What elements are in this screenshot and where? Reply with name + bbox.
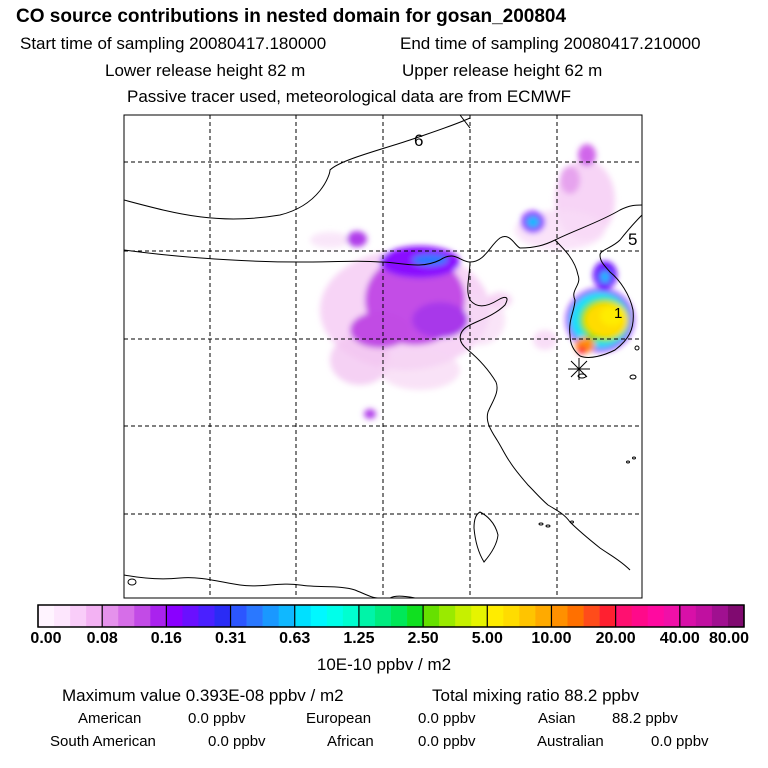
colorbar-swatch xyxy=(487,605,504,627)
source-asian-label: Asian xyxy=(538,710,576,727)
lat-lon-grid xyxy=(124,115,642,598)
source-american-value: 0.0 ppbv xyxy=(188,710,246,727)
source-australian-label: Australian xyxy=(537,733,604,750)
colorbar-frame xyxy=(37,604,745,628)
colorbar-swatch xyxy=(86,605,103,627)
colorbar-swatch xyxy=(695,605,713,627)
colorbar-tick-label: 40.00 xyxy=(659,630,700,647)
colorbar-swatch xyxy=(358,605,376,627)
total-mixing-ratio: Total mixing ratio 88.2 ppbv xyxy=(432,686,639,705)
colorbar-swatch xyxy=(407,605,424,627)
source-american-label: American xyxy=(78,710,142,727)
colorbar-swatch xyxy=(150,605,167,627)
colorbar-unit: 10E-10 ppbv / m2 xyxy=(316,655,452,674)
colorbar-swatch xyxy=(118,605,135,627)
colorbar-swatch xyxy=(102,605,119,627)
colorbar-swatch xyxy=(342,605,360,627)
colorbar-swatch xyxy=(246,605,263,627)
contour-label-1: 1 xyxy=(614,305,622,322)
source-african-label: African xyxy=(327,733,374,750)
colorbar-tick-label: 1.25 xyxy=(343,630,375,647)
sampling-end: End time of sampling 20080417.210000 xyxy=(400,34,701,53)
source-european-value: 0.0 ppbv xyxy=(418,710,476,727)
colorbar-swatch xyxy=(567,605,584,627)
source-european-label: European xyxy=(306,710,372,727)
source-african-value: 0.0 ppbv xyxy=(418,733,476,750)
colorbar-swatch xyxy=(471,605,488,627)
colorbar-swatch xyxy=(583,605,600,627)
colorbar-swatch xyxy=(519,605,536,627)
receptor-asterisk-icon xyxy=(568,358,590,380)
colorbar-tick-label: 2.50 xyxy=(407,630,439,647)
colorbar-tick-label: 5.00 xyxy=(471,630,503,647)
map-frame xyxy=(123,114,643,599)
colorbar-swatch xyxy=(70,605,87,627)
colorbar-tick-label: 0.00 xyxy=(30,630,62,647)
colorbar-swatch xyxy=(54,605,71,627)
colorbar-tick-label: 10.00 xyxy=(531,630,572,647)
source-asian-value: 88.2 ppbv xyxy=(612,710,678,727)
source-australian-value: 0.0 ppbv xyxy=(651,733,709,750)
contour-label-5: 5 xyxy=(628,230,637,249)
colorbar-swatch xyxy=(374,605,392,627)
max-value: Maximum value 0.393E-08 ppbv / m2 xyxy=(62,686,344,705)
colorbar-swatch xyxy=(391,605,408,627)
colorbar-swatch xyxy=(503,605,520,627)
colorbar-tick-label: 0.63 xyxy=(279,630,311,647)
colorbar-swatch xyxy=(647,605,665,627)
colorbar-swatch xyxy=(663,605,681,627)
colorbar-swatch xyxy=(631,605,649,627)
colorbar-swatch xyxy=(310,605,328,627)
colorbar-swatch xyxy=(455,605,472,627)
colorbar-swatch xyxy=(679,605,697,627)
plot-title: CO source contributions in nested domain… xyxy=(16,6,567,27)
colorbar-tick-label: 20.00 xyxy=(595,630,636,647)
source-south-american-label: South American xyxy=(50,733,156,750)
colorbar-swatch xyxy=(166,605,183,627)
colorbar-swatch xyxy=(615,605,632,627)
colorbar-swatch xyxy=(278,605,296,627)
contour-label-6: 6 xyxy=(414,131,423,150)
colorbar-swatch xyxy=(294,605,312,627)
colorbar-swatch xyxy=(198,605,215,627)
tracer-note: Passive tracer used, meteorological data… xyxy=(127,87,572,106)
colorbar-swatch xyxy=(182,605,199,627)
colorbar-swatch xyxy=(535,605,552,627)
colorbar-swatch xyxy=(711,605,729,627)
lower-release-height: Lower release height 82 m xyxy=(105,61,306,80)
colorbar-swatch xyxy=(262,605,279,627)
colorbar-swatch xyxy=(423,605,440,627)
colorbar-tick-label: 0.31 xyxy=(214,630,247,647)
upper-release-height: Upper release height 62 m xyxy=(402,61,603,80)
colorbar-swatch xyxy=(134,605,151,627)
colorbar-tick-label: 80.00 xyxy=(708,630,750,647)
colorbar-swatch xyxy=(439,605,456,627)
sampling-start: Start time of sampling 20080417.180000 xyxy=(20,34,327,53)
colorbar-swatch xyxy=(727,605,745,627)
colorbar-swatch xyxy=(326,605,344,627)
colorbar-swatch xyxy=(551,605,568,627)
colorbar-swatch xyxy=(38,605,55,627)
colorbar-tick-label: 0.16 xyxy=(150,630,182,647)
colorbar-swatch xyxy=(230,605,247,627)
colorbar-tick-label: 0.08 xyxy=(86,630,118,647)
colorbar-swatch xyxy=(599,605,616,627)
concentration-field xyxy=(310,144,634,419)
colorbar-swatch xyxy=(214,605,231,627)
source-south-american-value: 0.0 ppbv xyxy=(208,733,266,750)
